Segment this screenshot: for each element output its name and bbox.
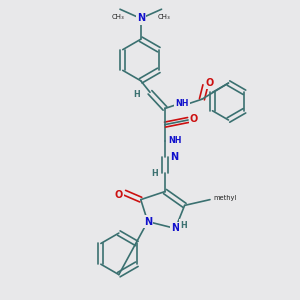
Text: O: O — [190, 114, 198, 124]
Text: H: H — [151, 169, 158, 178]
Text: methyl: methyl — [214, 196, 237, 202]
Text: NH: NH — [176, 99, 189, 108]
Text: N: N — [144, 217, 152, 226]
Text: H: H — [133, 90, 140, 99]
Text: methyl: methyl — [214, 197, 237, 202]
Text: N: N — [170, 152, 178, 162]
Text: NH: NH — [169, 136, 182, 145]
Text: N: N — [137, 14, 145, 23]
Text: O: O — [115, 190, 123, 200]
Text: CH₃: CH₃ — [111, 14, 124, 20]
Text: N: N — [171, 224, 179, 233]
Text: O: O — [206, 78, 214, 88]
Text: H: H — [180, 220, 187, 230]
Text: CH₃: CH₃ — [158, 14, 170, 20]
